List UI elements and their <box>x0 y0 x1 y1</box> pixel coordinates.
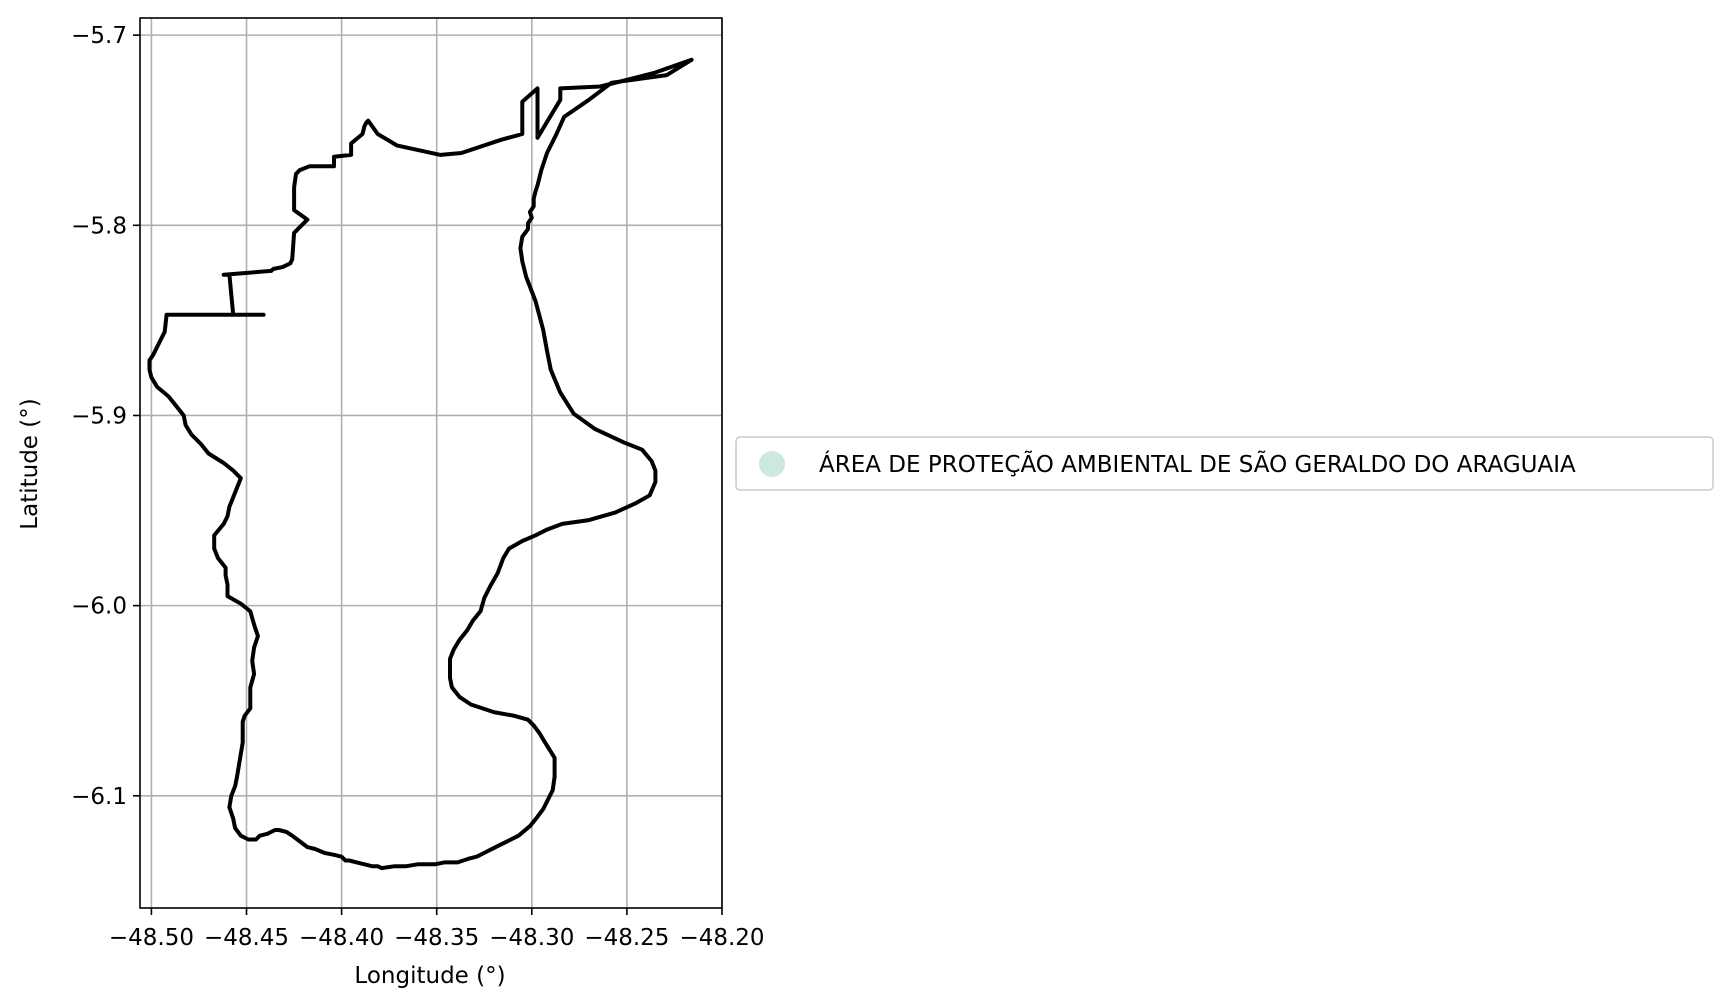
y-axis-label: Latitude (°) <box>17 398 43 529</box>
area-boundary-line <box>147 57 694 871</box>
legend: ÁREA DE PROTEÇÃO AMBIENTAL DE SÃO GERALD… <box>735 436 1714 491</box>
x-tick-label: −48.35 <box>394 925 479 951</box>
x-tick-label: −48.50 <box>109 925 194 951</box>
legend-entry-label: ÁREA DE PROTEÇÃO AMBIENTAL DE SÃO GERALD… <box>819 450 1576 478</box>
y-tick-label: −5.8 <box>71 213 127 239</box>
x-tick-label: −48.30 <box>489 925 574 951</box>
y-tick-label: −6.1 <box>71 784 127 810</box>
x-tick-label: −48.25 <box>584 925 669 951</box>
x-tick-label: −48.45 <box>204 925 289 951</box>
y-tick-label: −5.7 <box>71 23 127 49</box>
y-tick-label: −5.9 <box>71 403 127 429</box>
x-tick-label: −48.40 <box>299 925 384 951</box>
protected-area-boundary <box>147 57 694 871</box>
x-tick-label: −48.20 <box>679 925 764 951</box>
legend-marker <box>759 451 785 477</box>
legend-frame <box>735 436 1714 491</box>
x-axis-ticks: −48.50 −48.45 −48.40 −48.35 −48.30 −48.25 −48.… <box>109 908 765 951</box>
x-axis-label: Longitude (°) <box>354 963 505 989</box>
y-axis-ticks: −5.7 −5.8 −5.9 −6.0 −6.1 <box>71 23 140 810</box>
axes-frame <box>139 17 723 909</box>
y-tick-label: −6.0 <box>71 594 127 620</box>
axes-box <box>139 17 723 909</box>
